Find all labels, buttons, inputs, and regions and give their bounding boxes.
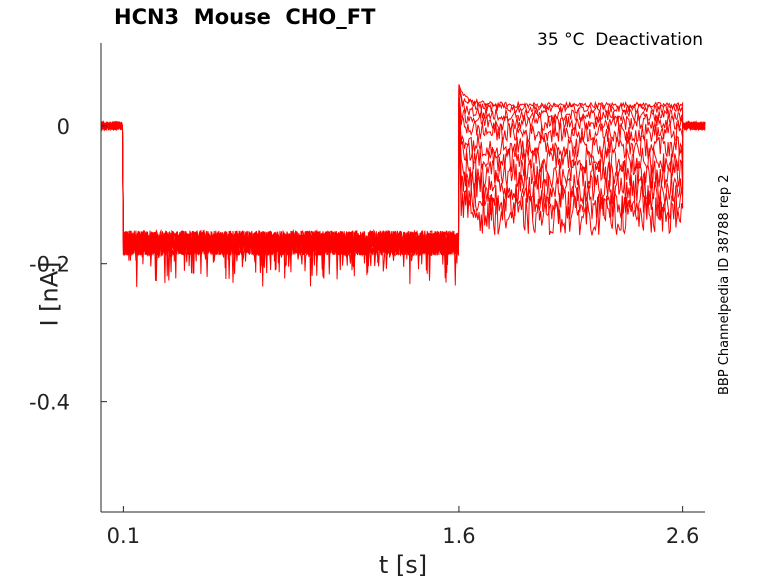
x-axis-label: t [s] xyxy=(378,551,428,579)
y-ticks: 0 -0.2 -0.4 xyxy=(29,115,107,415)
y-axis-label: I [nA] xyxy=(35,261,64,327)
chart-subtitle: 35 °C Deactivation xyxy=(537,30,703,50)
y-tick-label: -0.4 xyxy=(29,391,70,415)
y-tick-label: 0 xyxy=(57,115,70,139)
y-tick-label: -0.2 xyxy=(29,253,70,277)
channelpedia-id-label: BBP Channelpedia ID 38788 rep 2 xyxy=(717,174,732,395)
current-trace-11 xyxy=(100,111,706,287)
trace-group xyxy=(100,84,706,287)
x-ticks: 0.1 1.6 2.6 xyxy=(107,506,699,548)
x-tick-label: 2.6 xyxy=(666,524,699,548)
x-tick-label: 1.6 xyxy=(442,524,475,548)
chart-title: HCN3 Mouse CHO_FT xyxy=(114,5,376,29)
x-tick-label: 0.1 xyxy=(107,524,140,548)
